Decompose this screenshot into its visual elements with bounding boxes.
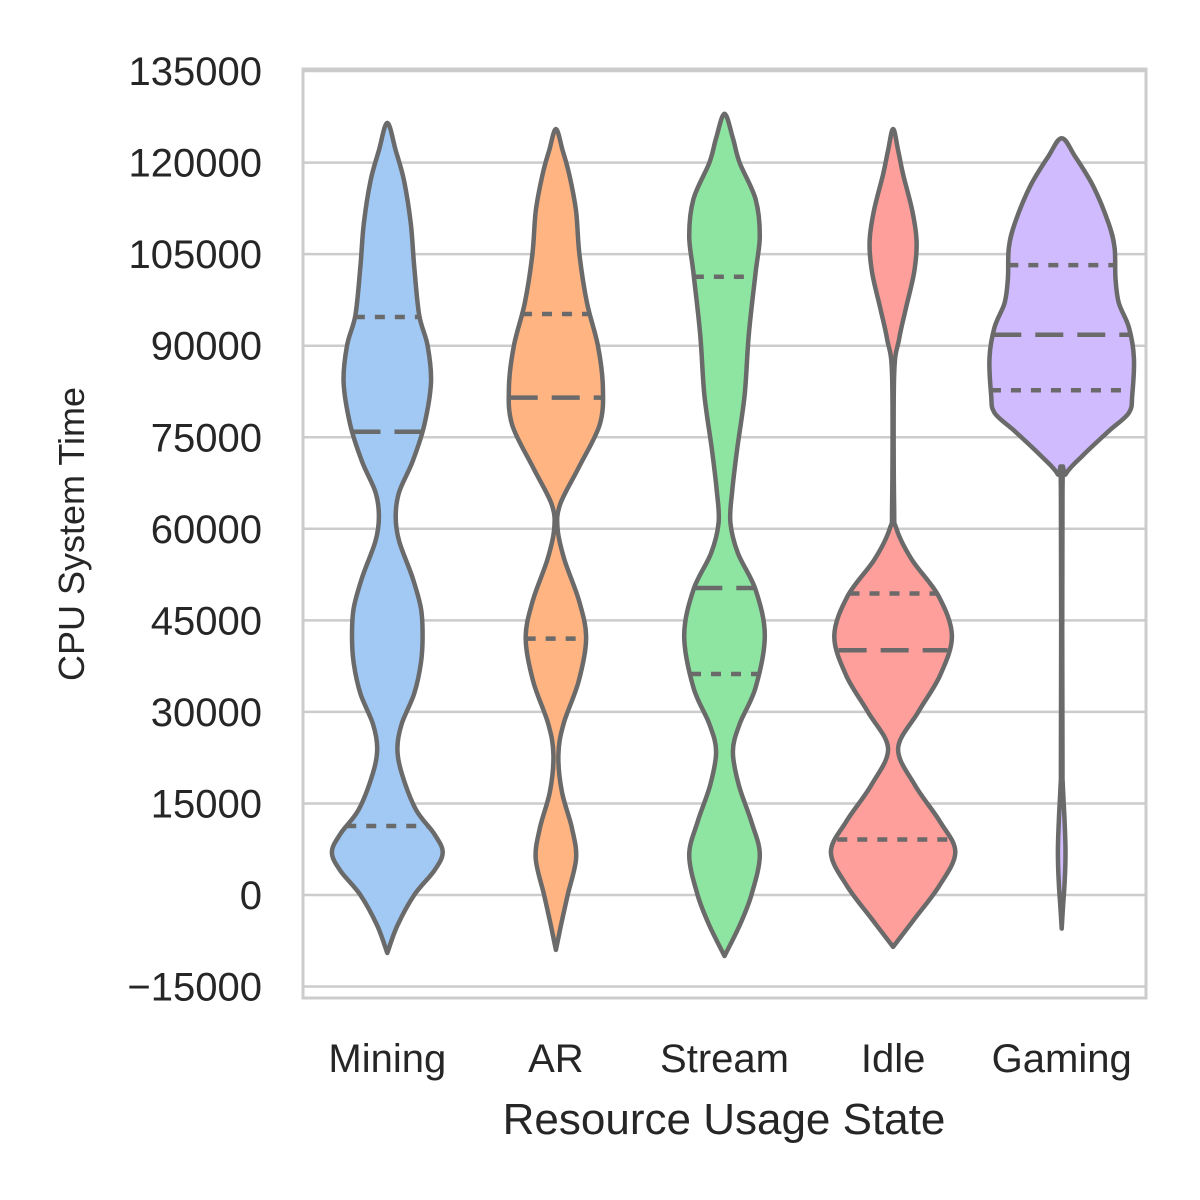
violin-body [828,126,958,950]
y-tick-label: 105000 [129,233,262,277]
violin-body [681,111,768,959]
violin-mining [329,120,445,956]
x-tick-label: AR [528,1037,584,1081]
y-tick-label: 90000 [151,325,262,369]
y-tick-label: 30000 [151,691,262,735]
x-tick-label: Idle [861,1037,926,1081]
y-tick-label: 45000 [151,599,262,643]
violin-body [329,120,445,956]
x-tick-label: Mining [328,1037,446,1081]
violin-body [506,126,606,953]
violin-stream [681,111,768,959]
y-tick-label: 0 [240,874,262,918]
violin-idle [828,126,958,950]
plot-frame [301,67,1148,1000]
x-axis-title: Resource Usage State [503,1095,946,1144]
violin-ar [506,126,606,953]
x-tick-labels: Mining AR Stream Idle Gaming [328,1037,1131,1081]
y-tick-label: 75000 [151,416,262,460]
y-tick-label: 15000 [151,782,262,826]
y-tick-label: 135000 [129,50,262,94]
x-tick-label: Stream [660,1037,789,1081]
violin-body [987,135,1137,931]
y-tick-label: −15000 [127,966,262,1010]
y-tick-label: 60000 [151,508,262,552]
x-tick-label: Gaming [992,1037,1132,1081]
y-axis-title: CPU System Time [51,387,92,681]
violins [329,111,1137,959]
violin-gaming [987,135,1137,931]
y-tick-label: 120000 [129,142,262,186]
y-tick-labels: 135000 120000 105000 90000 75000 60000 45000 30… [127,50,262,1010]
